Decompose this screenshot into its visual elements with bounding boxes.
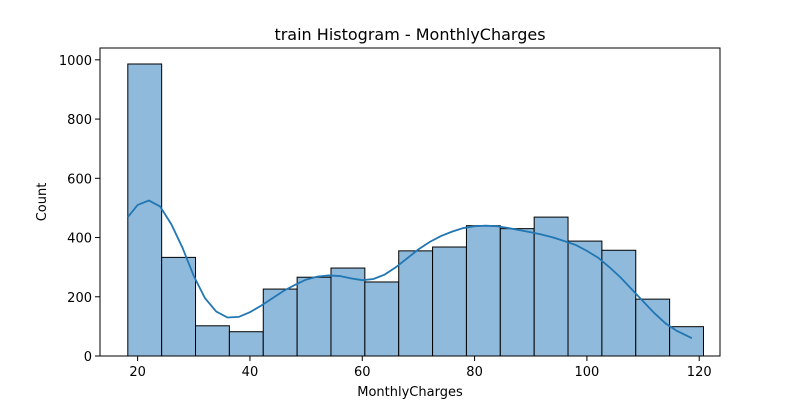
histogram-bar-16: [669, 326, 704, 357]
histogram-bar-13: [567, 240, 603, 357]
histogram-bar-8: [398, 250, 434, 357]
histogram-bar-14: [601, 249, 637, 357]
y-axis-label: Count: [35, 183, 50, 222]
histogram-bar-6: [330, 267, 366, 357]
x-tick-label: 60: [354, 365, 371, 380]
x-tick-label: 120: [687, 365, 712, 380]
kde-layer: [127, 199, 693, 340]
bars-layer: [127, 63, 704, 357]
plot-frame: [99, 47, 721, 357]
kde-line: [127, 199, 693, 340]
x-tick-label: 40: [242, 365, 259, 380]
histogram-bar-2: [195, 325, 230, 357]
y-axis: 0 200 400 600 800 1000: [59, 54, 100, 365]
histogram-bar-11: [499, 228, 535, 357]
histogram-bar-10: [465, 225, 501, 357]
x-axis-label: MonthlyCharges: [357, 385, 463, 400]
histogram-bar-12: [533, 216, 569, 357]
y-tick-label: 0: [84, 350, 92, 365]
histogram-bar-4: [262, 288, 298, 357]
x-tick-label: 20: [129, 365, 146, 380]
x-tick-label: 80: [466, 365, 483, 380]
chart-title: train Histogram - MonthlyCharges: [274, 25, 545, 44]
x-axis: 20 40 60 80 100 120: [129, 356, 712, 380]
y-tick-label: 800: [67, 113, 92, 128]
y-tick-label: 1000: [59, 54, 92, 69]
histogram-bar-15: [635, 298, 671, 357]
y-tick-label: 400: [67, 232, 92, 247]
histogram-bar-9: [432, 246, 467, 357]
x-tick-label: 100: [574, 365, 599, 380]
y-tick-label: 200: [67, 291, 92, 306]
y-tick-label: 600: [67, 172, 92, 187]
histogram-bar-1: [161, 256, 197, 357]
histogram-bar-7: [364, 281, 400, 357]
histogram-bar-5: [296, 276, 332, 357]
histogram-bar-3: [228, 331, 264, 357]
